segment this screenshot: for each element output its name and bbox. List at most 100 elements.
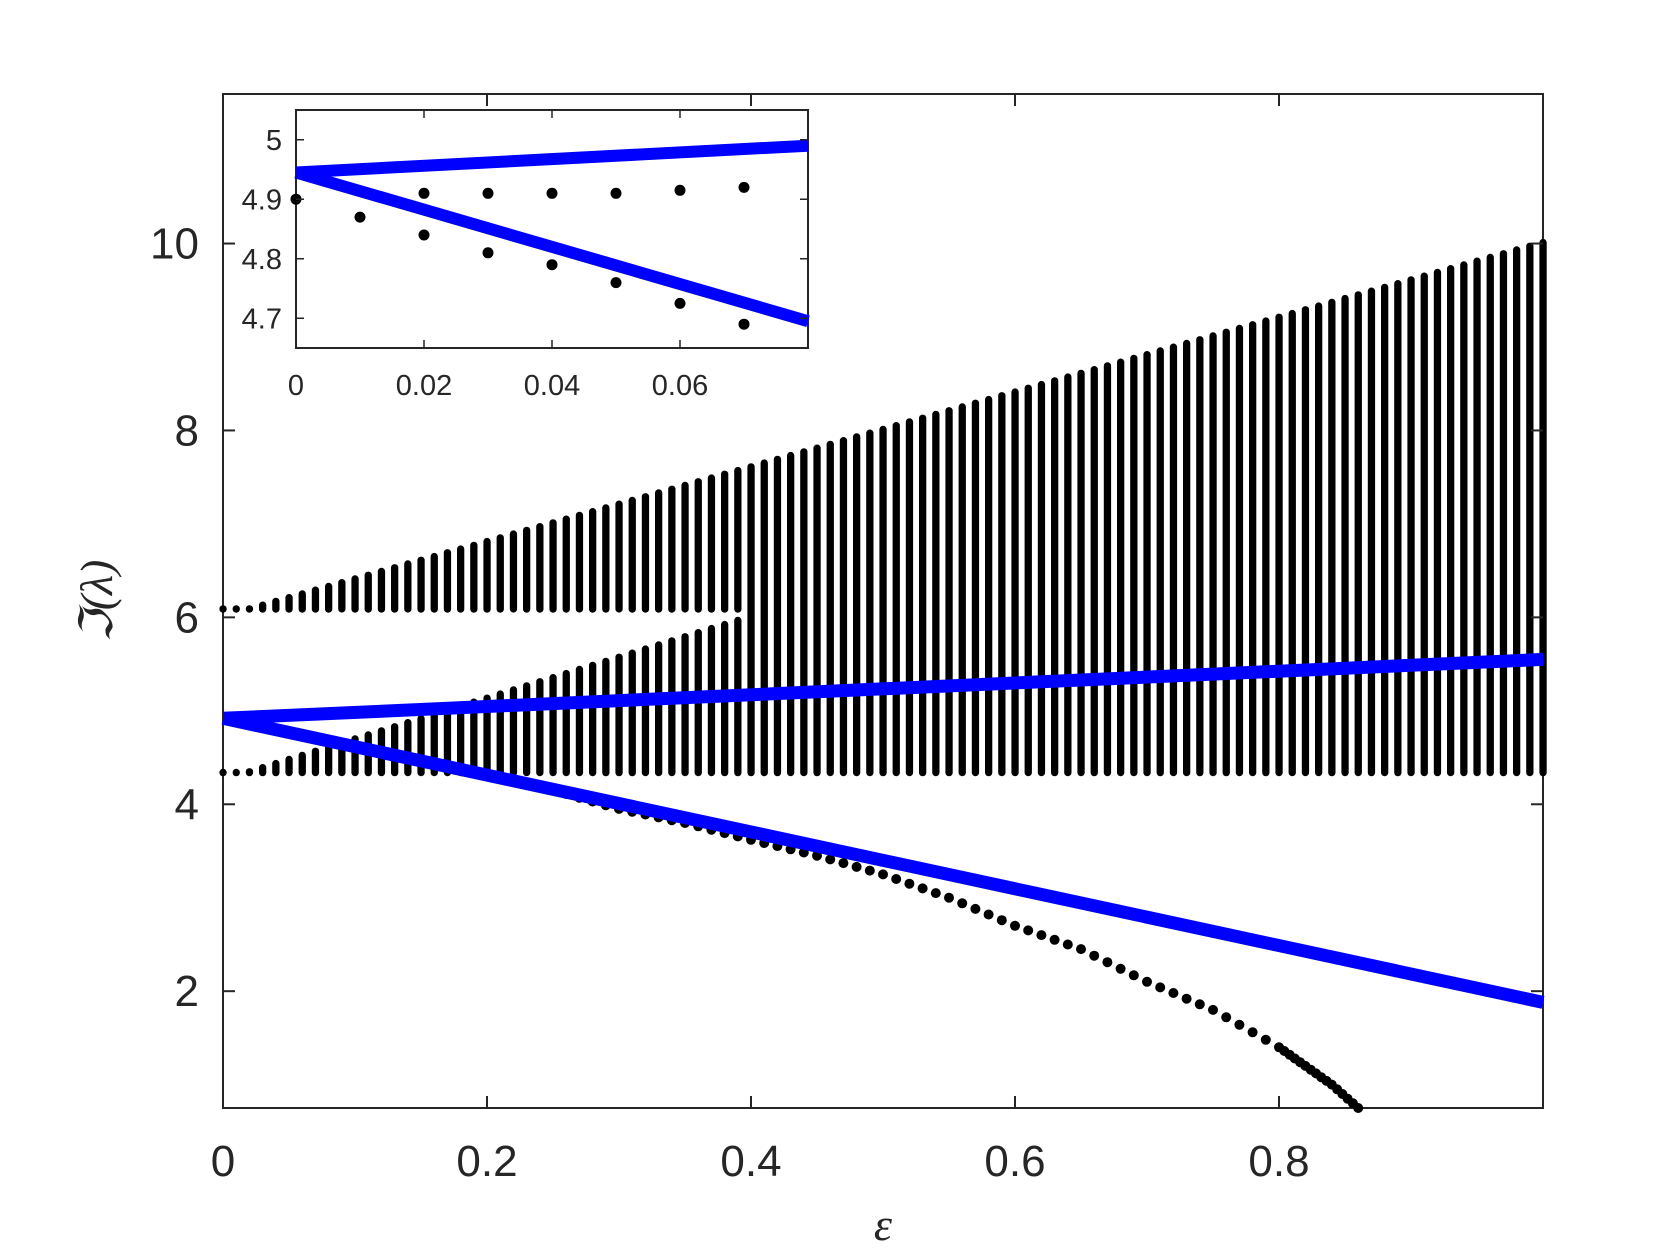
inset-point xyxy=(482,187,494,199)
eigenvalue-point xyxy=(1181,993,1192,1004)
band-column xyxy=(787,451,795,777)
band-column xyxy=(575,665,584,777)
band-column xyxy=(470,698,478,777)
band-column xyxy=(272,759,280,777)
y-tick-label: 6 xyxy=(175,593,199,642)
band-column xyxy=(219,768,227,777)
eigenvalue-point xyxy=(1115,963,1126,974)
lower-asymptote-line xyxy=(221,711,1545,1009)
eigenvalue-point xyxy=(878,869,888,880)
band-column xyxy=(311,747,320,777)
band-column xyxy=(245,605,254,613)
band-column xyxy=(628,649,636,777)
band-column xyxy=(1301,306,1310,777)
band-column xyxy=(958,403,966,777)
band-column xyxy=(325,582,333,613)
inset-point xyxy=(546,187,558,199)
eigenvalue-point xyxy=(825,854,836,865)
band-column xyxy=(589,661,597,777)
band-column xyxy=(681,481,689,613)
band-column xyxy=(826,440,834,777)
band-column xyxy=(1130,354,1138,777)
y-tick-label: 4 xyxy=(175,780,199,829)
inset-point xyxy=(674,297,686,309)
band-column xyxy=(971,399,980,777)
eigenvalue-point xyxy=(1260,1034,1271,1045)
band-column xyxy=(998,392,1006,777)
band-column xyxy=(721,470,729,613)
band-column xyxy=(655,641,663,777)
band-column xyxy=(272,597,280,613)
inset-y-tick-label: 4.7 xyxy=(242,303,282,335)
inset-lower-line xyxy=(294,166,810,327)
eigenvalue-point xyxy=(1353,1103,1364,1113)
eigenvalue-point xyxy=(891,874,902,884)
band-column xyxy=(523,526,531,613)
inset-point xyxy=(610,277,622,289)
band-column xyxy=(1090,366,1098,777)
band-column xyxy=(259,601,267,613)
band-column xyxy=(232,605,240,613)
band-column xyxy=(800,448,808,777)
inset-point xyxy=(354,211,366,223)
eigenvalue-point xyxy=(983,909,994,920)
band-column xyxy=(219,605,227,613)
eigenvalue-point xyxy=(864,865,875,876)
eigenvalue-point xyxy=(904,878,915,889)
band-column xyxy=(641,493,650,613)
band-column xyxy=(1460,261,1468,777)
eigenvalue-point xyxy=(1010,920,1020,931)
inset-point xyxy=(418,229,430,241)
band-column xyxy=(298,751,306,777)
band-column xyxy=(1143,351,1151,777)
band-column xyxy=(932,410,940,777)
eigenvalue-point xyxy=(1036,930,1047,941)
band-column xyxy=(1539,238,1547,777)
band-column xyxy=(562,669,570,777)
band-column xyxy=(1499,250,1508,777)
band-column xyxy=(457,702,465,777)
band-column xyxy=(404,719,412,777)
inset-point xyxy=(738,181,750,193)
inset-point xyxy=(738,318,750,330)
eigenvalue-point xyxy=(1234,1019,1245,1030)
x-tick-label: 0.8 xyxy=(1248,1137,1309,1186)
band-column xyxy=(1011,388,1019,777)
band-column xyxy=(985,395,993,777)
band-column xyxy=(760,459,768,777)
band-column xyxy=(747,463,755,777)
band-column xyxy=(338,579,346,613)
asymptotic-lines xyxy=(221,652,1545,1009)
band-column xyxy=(1024,384,1032,777)
band-column xyxy=(813,444,821,777)
band-column xyxy=(298,590,306,613)
eigenvalue-point xyxy=(1076,944,1086,955)
band-column xyxy=(325,743,333,777)
x-axis-label: ε xyxy=(874,1199,893,1250)
band-column xyxy=(615,500,623,613)
eigenvalue-point xyxy=(1142,976,1152,987)
y-tick-label: 2 xyxy=(175,967,199,1016)
eigenvalue-point xyxy=(917,883,928,894)
eigenvalue-point xyxy=(1062,939,1073,950)
band-column xyxy=(892,422,900,777)
band-column xyxy=(1513,246,1521,777)
band-column xyxy=(905,418,914,777)
inset-point xyxy=(674,184,686,196)
inset-lines xyxy=(294,139,810,327)
band-column xyxy=(707,474,716,613)
band-column xyxy=(1037,380,1046,777)
eigenvalue-point xyxy=(1049,934,1060,945)
x-tick-label: 0.4 xyxy=(720,1137,781,1186)
eigenvalue-point xyxy=(930,888,941,899)
band-column xyxy=(496,534,504,613)
band-column xyxy=(1209,332,1217,777)
eigenvalue-point xyxy=(1155,982,1166,993)
band-column xyxy=(1341,294,1349,777)
band-column xyxy=(734,466,742,613)
band-column xyxy=(483,694,491,777)
band-column xyxy=(668,485,676,613)
x-tick-label: 0.6 xyxy=(984,1137,1045,1186)
band-column xyxy=(589,508,597,613)
